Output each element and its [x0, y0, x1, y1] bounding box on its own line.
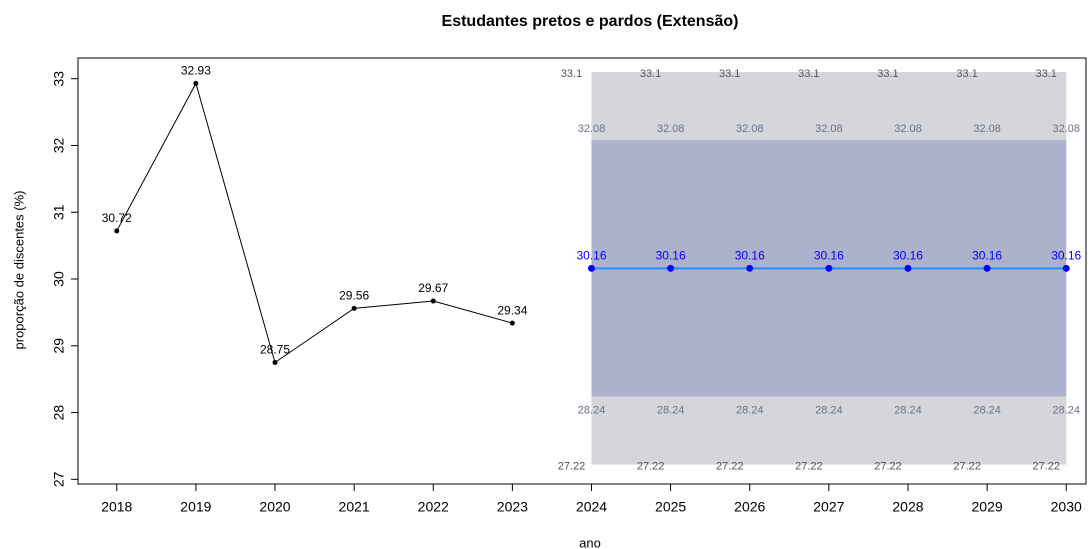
- x-tick-label: 2025: [655, 499, 686, 515]
- band-upper-label: 32.08: [894, 123, 922, 135]
- data-label: 30.16: [735, 249, 765, 263]
- x-tick-label: 2028: [892, 499, 923, 515]
- y-tick-label: 29: [51, 338, 67, 354]
- band-lower-label: 27.22: [558, 461, 586, 473]
- point: [746, 264, 754, 272]
- y-tick-label: 27: [51, 471, 67, 487]
- band-lower-label: 27.22: [874, 461, 902, 473]
- x-tick-label: 2022: [418, 499, 449, 515]
- x-tick-label: 2020: [259, 499, 290, 515]
- band-lower-label: 28.24: [815, 404, 843, 416]
- band-lower-label: 27.22: [1032, 461, 1060, 473]
- data-label: 30.16: [576, 249, 606, 263]
- y-axis-label: proporção de discentes (%): [11, 191, 26, 350]
- band-lower-label: 28.24: [657, 404, 685, 416]
- point: [114, 228, 120, 234]
- point: [983, 264, 991, 272]
- band-upper-label: 32.08: [815, 123, 843, 135]
- data-label: 30.16: [656, 249, 686, 263]
- band-lower-label: 28.24: [1052, 404, 1080, 416]
- data-label: 32.93: [181, 64, 211, 78]
- band-lower-label: 27.22: [637, 461, 665, 473]
- x-tick-label: 2018: [101, 499, 132, 515]
- y-tick-label: 28: [51, 405, 67, 421]
- band-upper-label: 33.1: [798, 68, 819, 80]
- x-tick-label: 2030: [1051, 499, 1082, 515]
- y-tick-label: 31: [51, 204, 67, 220]
- point: [587, 264, 595, 272]
- point: [430, 298, 436, 304]
- x-tick-label: 2026: [734, 499, 765, 515]
- band-upper-label: 32.08: [973, 123, 1001, 135]
- band-lower-label: 28.24: [894, 404, 922, 416]
- chart-title: Estudantes pretos e pardos (Extensão): [442, 13, 739, 30]
- x-tick-label: 2027: [813, 499, 844, 515]
- y-tick-label: 33: [51, 71, 67, 87]
- data-label: 30.16: [893, 249, 923, 263]
- band-lower-label: 28.24: [578, 404, 606, 416]
- y-tick-label: 30: [51, 271, 67, 287]
- x-tick-label: 2023: [497, 499, 528, 515]
- point: [351, 305, 357, 311]
- data-label: 29.67: [418, 281, 448, 295]
- band-lower-label: 27.22: [953, 461, 981, 473]
- y-tick-label: 32: [51, 137, 67, 153]
- band-lower-label: 28.24: [736, 404, 764, 416]
- data-label: 29.34: [497, 303, 527, 317]
- data-label: 28.75: [260, 343, 290, 357]
- band-lower-label: 27.22: [795, 461, 823, 473]
- data-label: 30.16: [814, 249, 844, 263]
- data-label: 30.16: [1051, 249, 1081, 263]
- data-label: 30.16: [972, 249, 1002, 263]
- data-label: 30.72: [102, 211, 132, 225]
- point: [825, 264, 833, 272]
- x-tick-label: 2024: [576, 499, 607, 515]
- band-upper-label: 32.08: [657, 123, 685, 135]
- data-label: 29.56: [339, 289, 369, 303]
- x-axis-label: ano: [579, 535, 601, 549]
- series-line: [116, 82, 513, 364]
- band-lower-label: 27.22: [716, 461, 744, 473]
- x-tick-label: 2019: [180, 499, 211, 515]
- band-upper-label: 33.1: [719, 68, 740, 80]
- point: [1062, 264, 1070, 272]
- band-upper-label: 33.1: [561, 68, 582, 80]
- point: [272, 359, 278, 365]
- band-upper-label: 33.1: [877, 68, 898, 80]
- point: [904, 264, 912, 272]
- band-upper-label: 32.08: [736, 123, 764, 135]
- x-tick-label: 2021: [339, 499, 370, 515]
- band-upper-label: 32.08: [1052, 123, 1080, 135]
- band-upper-label: 32.08: [578, 123, 606, 135]
- point: [509, 320, 515, 326]
- point: [667, 264, 675, 272]
- x-tick-label: 2029: [972, 499, 1003, 515]
- band-upper-label: 33.1: [640, 68, 661, 80]
- point: [193, 80, 199, 86]
- band-upper-label: 33.1: [956, 68, 977, 80]
- band-upper-label: 33.1: [1036, 68, 1057, 80]
- band-lower-label: 28.24: [973, 404, 1001, 416]
